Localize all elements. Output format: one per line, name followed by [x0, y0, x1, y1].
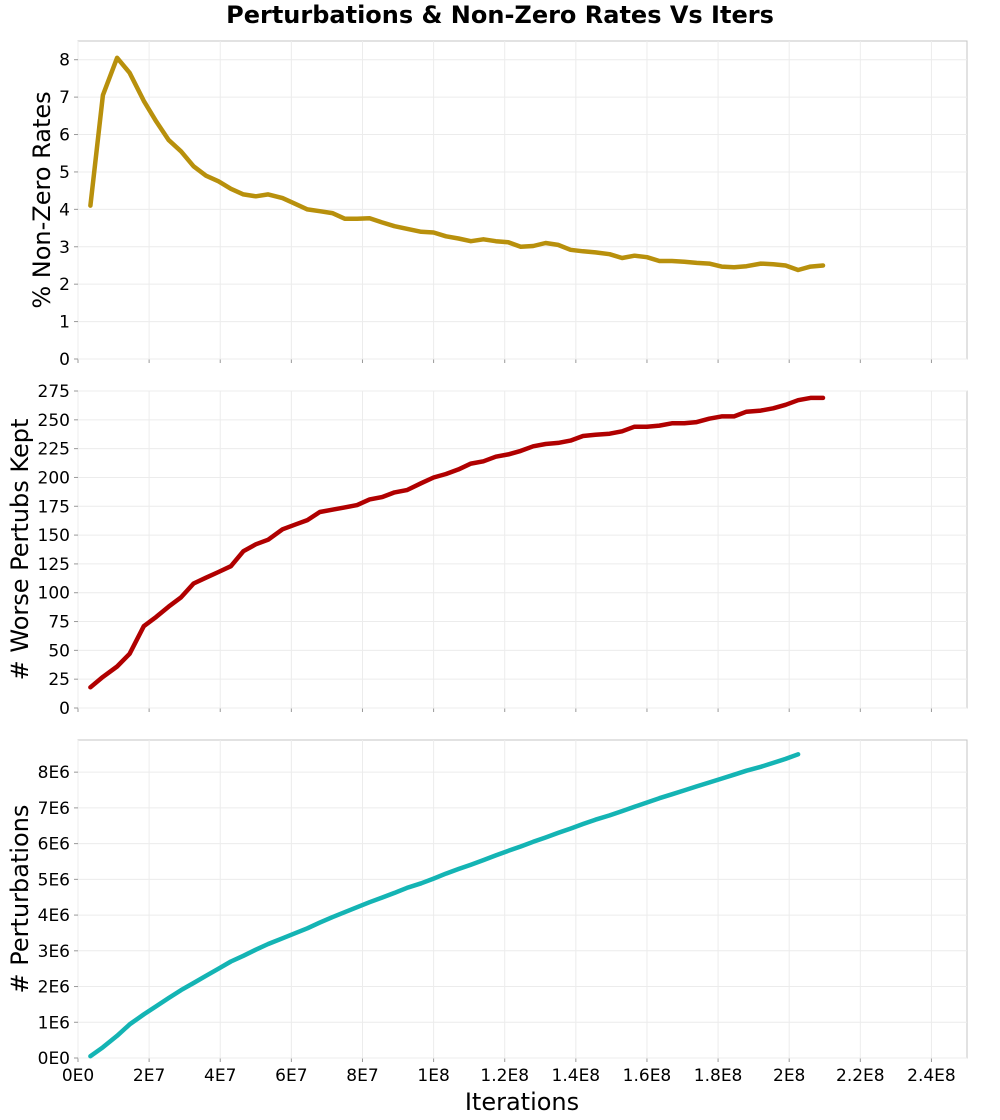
x-tick-label: 0E0: [62, 1066, 94, 1086]
x-tick-label: 2.4E8: [907, 1066, 956, 1086]
x-tick-label: 2.2E8: [836, 1066, 885, 1086]
x-tick-label: 1.4E8: [552, 1066, 601, 1086]
y-axis-label: % Non-Zero Rates: [28, 91, 56, 308]
y-tick-label: 2: [59, 275, 70, 295]
series-line: [88, 55, 826, 273]
y-tick-label: 5: [59, 163, 70, 183]
x-tick-label: 1E8: [417, 1066, 449, 1086]
y-axis-label: # Worse Pertubs Kept: [6, 419, 34, 681]
y-tick-label: 2E6: [38, 978, 70, 998]
y-tick-label: 0: [59, 699, 70, 719]
y-tick-label: 75: [48, 613, 70, 633]
x-axis-ticks: 0E0 2E7 4E7 6E7 8E7 1E8 1.2E8 1.4E8 1.6E8 1.8E8 2E…: [62, 1066, 956, 1086]
panel-3: 0E0 1E6 2E6 3E6 4E6 5E6 6E6 7E6 8E6 # Perturbatio…: [6, 739, 968, 1069]
series-line: [88, 395, 826, 690]
x-tick-label: 4E7: [204, 1066, 236, 1086]
y-tick-label: 5E6: [38, 870, 70, 890]
y-tick-label: 8E6: [38, 763, 70, 783]
y-tick-label: 8: [59, 51, 70, 71]
plot-area: [77, 739, 968, 1059]
y-tick-label: 250: [38, 411, 70, 431]
y-tick-label: 3E6: [38, 942, 70, 962]
x-axis-label: Iterations: [465, 1088, 579, 1116]
x-tick-label: 2E8: [773, 1066, 805, 1086]
x-tick-label: 1.8E8: [694, 1066, 743, 1086]
y-tick-label: 0E0: [38, 1049, 70, 1069]
y-tick-label: 150: [38, 526, 70, 546]
y-tick-label: 4: [59, 200, 70, 220]
y-tick-label: 1: [59, 313, 70, 333]
panels: 0 1 2 3 4 5 6 7 8% Non-Zero Rates 0 25 50 75 100 125 15…: [6, 40, 968, 1069]
y-tick-label: 4E6: [38, 906, 70, 926]
y-tick-label: 1E6: [38, 1013, 70, 1033]
y-axis-label: # Perturbations: [6, 805, 34, 994]
y-tick-label: 3: [59, 238, 70, 258]
y-tick-label: 125: [38, 555, 70, 575]
x-tick-label: 1.6E8: [623, 1066, 672, 1086]
y-tick-label: 6E6: [38, 835, 70, 855]
y-tick-label: 7: [59, 88, 70, 108]
y-tick-label: 0: [59, 350, 70, 370]
y-tick-label: 7E6: [38, 799, 70, 819]
y-tick-label: 6: [59, 126, 70, 146]
y-tick-label: 175: [38, 497, 70, 517]
y-tick-label: 25: [48, 670, 70, 690]
plot-area: [77, 390, 968, 709]
plot-area: [77, 40, 968, 360]
x-tick-label: 8E7: [346, 1066, 378, 1086]
y-tick-label: 50: [48, 641, 70, 661]
y-tick-label: 200: [38, 468, 70, 488]
x-tick-label: 2E7: [133, 1066, 165, 1086]
x-tick-label: 1.2E8: [480, 1066, 529, 1086]
panel-2: 0 25 50 75 100 125 150 175 200 225 250 275# Worse P…: [6, 382, 968, 719]
series-line: [88, 752, 801, 1059]
y-tick-label: 225: [38, 440, 70, 460]
chart-title: Perturbations & Non-Zero Rates Vs Iters: [226, 1, 774, 29]
y-tick-label: 100: [38, 584, 70, 604]
panel-1: 0 1 2 3 4 5 6 7 8% Non-Zero Rates: [28, 40, 968, 370]
x-tick-label: 6E7: [275, 1066, 307, 1086]
y-tick-label: 275: [38, 382, 70, 402]
